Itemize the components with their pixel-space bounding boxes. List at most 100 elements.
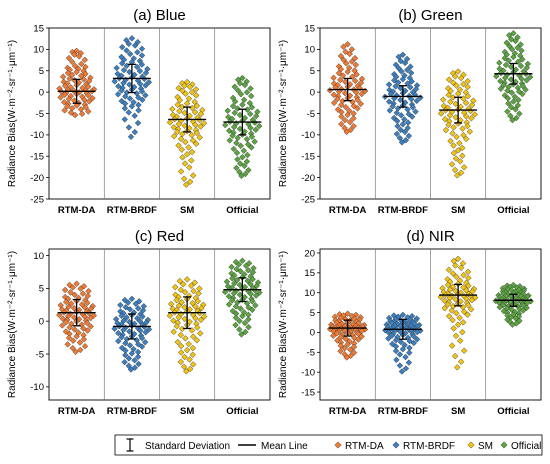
- data-point: [200, 120, 208, 127]
- legend-label-rtm-brdf: RTM-BRDF: [403, 441, 455, 452]
- data-point: [452, 155, 460, 162]
- data-point: [235, 261, 243, 268]
- data-point: [64, 341, 71, 348]
- data-point: [122, 339, 129, 347]
- data-point: [182, 335, 189, 342]
- x-category-label: RTM-DA: [58, 205, 96, 216]
- data-point: [407, 63, 414, 70]
- data-point: [249, 269, 257, 276]
- data-point: [507, 112, 514, 120]
- data-point: [512, 37, 519, 45]
- series-rtm-da: [326, 310, 369, 361]
- data-point: [228, 263, 235, 271]
- data-point: [121, 358, 128, 366]
- data-point: [187, 282, 195, 289]
- data-point: [394, 122, 401, 130]
- data-point: [125, 40, 133, 48]
- data-point: [334, 95, 341, 103]
- y-tick-label: -5: [307, 109, 315, 120]
- data-point: [222, 121, 229, 129]
- data-point: [123, 47, 130, 54]
- data-point: [350, 349, 358, 356]
- data-point: [445, 91, 452, 99]
- data-point: [166, 312, 174, 319]
- y-tick-label: -25: [301, 194, 315, 205]
- data-point: [462, 113, 470, 120]
- data-point: [120, 66, 128, 74]
- data-point: [193, 102, 201, 110]
- data-point: [183, 151, 191, 158]
- data-point: [232, 303, 240, 310]
- data-point: [232, 321, 239, 329]
- data-point: [118, 97, 125, 105]
- data-point: [358, 333, 365, 340]
- data-point: [249, 306, 256, 314]
- data-point: [460, 164, 468, 171]
- data-point: [239, 153, 246, 161]
- data-point: [343, 60, 350, 67]
- data-point: [451, 166, 459, 174]
- data-point: [191, 279, 198, 286]
- data-point: [183, 276, 191, 283]
- data-point: [457, 264, 465, 271]
- data-point: [245, 267, 252, 274]
- chart-panel-3: (d) NIR 20 15 10 5 0 -5 -10 -15 Radiance Bias(W·m…: [278, 228, 542, 417]
- data-point: [399, 76, 407, 83]
- data-point: [66, 281, 73, 289]
- data-point: [337, 52, 345, 60]
- data-point: [189, 361, 197, 368]
- data-point: [190, 287, 197, 295]
- data-point: [239, 74, 246, 82]
- data-point: [450, 149, 458, 157]
- data-point: [471, 111, 479, 118]
- data-point: [247, 92, 255, 100]
- data-point: [338, 120, 345, 128]
- data-point: [231, 83, 238, 90]
- data-point: [244, 141, 252, 148]
- data-point: [353, 71, 360, 78]
- data-point: [229, 102, 237, 110]
- data-point: [447, 98, 454, 105]
- data-point: [493, 73, 500, 80]
- data-point: [399, 311, 407, 319]
- data-point: [342, 103, 350, 111]
- data-point: [460, 308, 468, 316]
- data-point: [241, 81, 249, 89]
- data-point: [459, 319, 467, 326]
- y-tick-label: 20: [304, 248, 315, 259]
- data-point: [198, 304, 205, 312]
- chart-title: (c) Red: [135, 228, 184, 245]
- data-point: [454, 364, 461, 371]
- data-point: [459, 328, 466, 336]
- data-point: [197, 110, 205, 118]
- data-point: [401, 59, 409, 67]
- chart-panel-2: (c) Red 10 5 0 -5 -10 Radiance Bias(W·m⁻²·sr⁻¹…: [7, 228, 271, 417]
- data-point: [192, 140, 200, 147]
- data-point: [449, 316, 456, 324]
- x-category-label: Official: [226, 205, 258, 216]
- data-point: [223, 278, 231, 285]
- y-tick-label: 0: [39, 87, 44, 98]
- data-point: [64, 103, 71, 110]
- data-point: [185, 144, 192, 151]
- x-category-label: SM: [451, 406, 465, 417]
- data-point: [138, 343, 146, 350]
- data-point: [178, 103, 186, 111]
- data-point: [386, 107, 394, 114]
- data-point: [128, 35, 136, 42]
- data-point: [459, 152, 466, 159]
- data-point: [229, 307, 237, 315]
- data-point: [514, 44, 521, 51]
- data-point: [341, 116, 349, 124]
- data-point: [408, 113, 416, 120]
- x-category-label: RTM-BRDF: [378, 205, 428, 216]
- data-point: [118, 60, 126, 67]
- data-point: [229, 132, 236, 139]
- data-point: [233, 149, 241, 157]
- data-point: [453, 273, 460, 280]
- data-point: [122, 93, 129, 100]
- y-tick-label: 0: [310, 87, 315, 98]
- data-point: [404, 124, 411, 132]
- data-point: [82, 104, 89, 111]
- y-tick-label: 15: [33, 23, 44, 34]
